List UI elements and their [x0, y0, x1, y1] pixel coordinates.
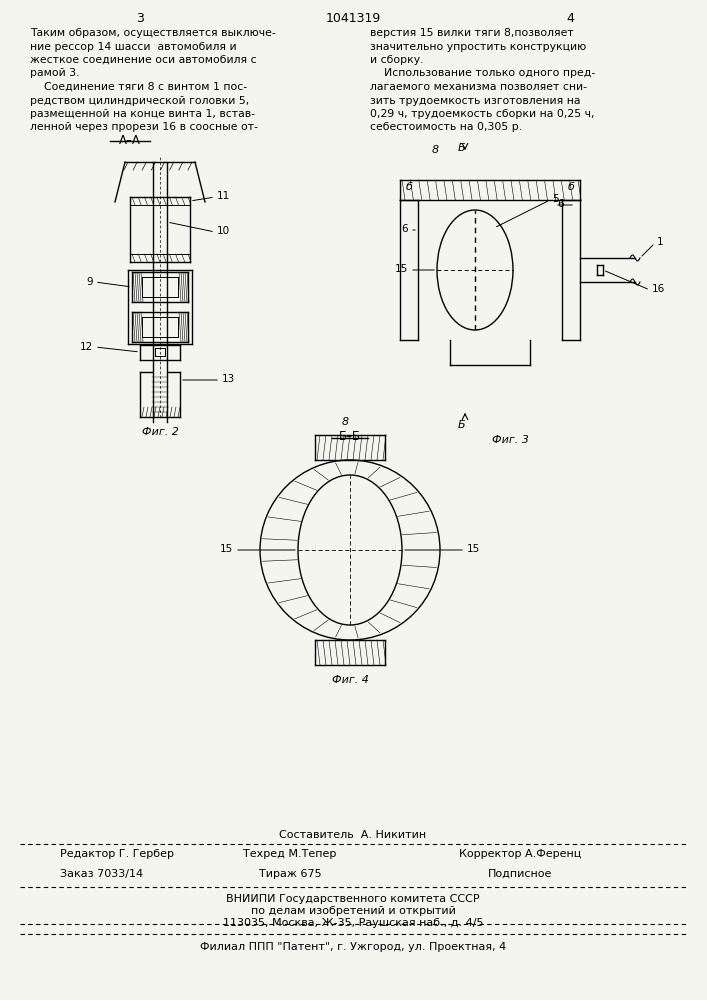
Text: Корректор А.Ференц: Корректор А.Ференц — [459, 849, 581, 859]
Text: 15: 15 — [395, 264, 408, 274]
Text: Техред М.Тепер: Техред М.Тепер — [243, 849, 337, 859]
Text: ленной через прорези 16 в соосные от-: ленной через прорези 16 в соосные от- — [30, 122, 258, 132]
Text: Фиг. 3: Фиг. 3 — [491, 435, 528, 445]
Text: ние рессор 14 шасси  автомобиля и: ние рессор 14 шасси автомобиля и — [30, 41, 237, 51]
Text: 5: 5 — [552, 194, 559, 204]
Text: значительно упростить конструкцию: значительно упростить конструкцию — [370, 41, 586, 51]
Text: 1041319: 1041319 — [325, 12, 380, 25]
Text: 16: 16 — [652, 284, 665, 294]
Text: 9: 9 — [86, 277, 93, 287]
Text: рамой 3.: рамой 3. — [30, 68, 79, 79]
Text: Тираж 675: Тираж 675 — [259, 869, 321, 879]
Text: 8: 8 — [431, 145, 438, 155]
Text: б: б — [406, 182, 412, 192]
Text: 13: 13 — [222, 374, 235, 384]
Text: 0,29 ч, трудоемкость сборки на 0,25 ч,: 0,29 ч, трудоемкость сборки на 0,25 ч, — [370, 109, 595, 119]
Text: жесткое соединение оси автомобиля с: жесткое соединение оси автомобиля с — [30, 55, 257, 65]
Text: размещенной на конце винта 1, встав-: размещенной на конце винта 1, встав- — [30, 109, 255, 119]
Text: верстия 15 вилки тяги 8,позволяет: верстия 15 вилки тяги 8,позволяет — [370, 28, 574, 38]
Text: Редактор Г. Гербер: Редактор Г. Гербер — [60, 849, 174, 859]
Text: 15: 15 — [467, 544, 480, 554]
Text: 113035, Москва, Ж-35, Раушская наб., д. 4/5: 113035, Москва, Ж-35, Раушская наб., д. … — [223, 918, 484, 928]
Text: 6: 6 — [557, 199, 563, 209]
Text: 12: 12 — [80, 342, 93, 352]
Text: зить трудоемкость изготовления на: зить трудоемкость изготовления на — [370, 96, 580, 105]
Text: Заказ 7033/14: Заказ 7033/14 — [60, 869, 143, 879]
Text: Б–Б: Б–Б — [339, 430, 361, 443]
Text: Составитель  А. Никитин: Составитель А. Никитин — [279, 830, 426, 840]
Text: ВНИИПИ Государственного комитета СССР: ВНИИПИ Государственного комитета СССР — [226, 894, 480, 904]
Text: Таким образом, осуществляется выключе-: Таким образом, осуществляется выключе- — [30, 28, 276, 38]
Text: 15: 15 — [220, 544, 233, 554]
Text: 1: 1 — [657, 237, 664, 247]
Text: 4: 4 — [566, 12, 574, 25]
Text: 6: 6 — [402, 224, 408, 234]
Text: Филиал ППП "Патент", г. Ужгород, ул. Проектная, 4: Филиал ППП "Патент", г. Ужгород, ул. Про… — [200, 942, 506, 952]
Text: б: б — [568, 182, 574, 192]
Text: лагаемого механизма позволяет сни-: лагаемого механизма позволяет сни- — [370, 82, 587, 92]
Text: Б: Б — [458, 143, 466, 153]
Text: Фиг. 2: Фиг. 2 — [141, 427, 178, 437]
Text: Подписное: Подписное — [488, 869, 552, 879]
Text: Соединение тяги 8 с винтом 1 пос-: Соединение тяги 8 с винтом 1 пос- — [30, 82, 247, 92]
Text: себестоимость на 0,305 р.: себестоимость на 0,305 р. — [370, 122, 522, 132]
Text: Фиг. 4: Фиг. 4 — [332, 675, 368, 685]
Text: Использование только одного пред-: Использование только одного пред- — [370, 68, 595, 79]
Text: 10: 10 — [217, 226, 230, 236]
Text: по делам изобретений и открытий: по делам изобретений и открытий — [250, 906, 455, 916]
Text: редством цилиндрической головки 5,: редством цилиндрической головки 5, — [30, 96, 250, 105]
Text: А–А: А–А — [119, 134, 141, 147]
Text: и сборку.: и сборку. — [370, 55, 423, 65]
Text: 8: 8 — [341, 417, 349, 427]
Text: 3: 3 — [136, 12, 144, 25]
Text: 11: 11 — [217, 191, 230, 201]
Text: Б: Б — [458, 420, 466, 430]
